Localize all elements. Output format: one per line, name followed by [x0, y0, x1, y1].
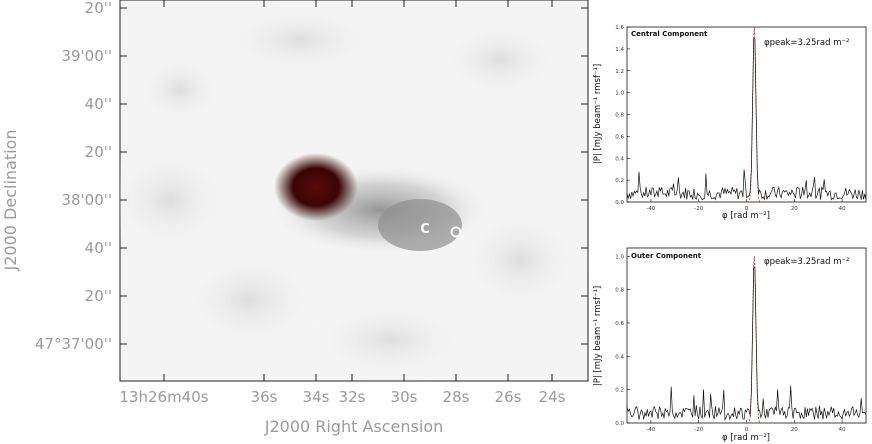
map-x-ticks: 13h26m40s 36s 34s 32s 30s 28s 26s 24s	[119, 388, 565, 406]
faraday-panel-outer: -40 -20 0 20 40 0.0 0.2 0.4 0.6 0.8 1.0 Outer Com…	[593, 247, 867, 443]
panel-title: Outer Component	[631, 252, 702, 260]
y-tick-label: 1.6	[615, 25, 624, 31]
x-tick-label: 34s	[303, 388, 330, 406]
map-frame: C	[119, 0, 589, 382]
y-tick-label: 1.2	[615, 69, 624, 75]
y-tick-label: 0.4	[615, 156, 624, 162]
rmsf-fit-curve	[747, 256, 762, 424]
x-tick-label: 20	[791, 206, 798, 212]
map-ticks	[120, 0, 588, 381]
x-tick-label: -40	[646, 427, 655, 433]
y-tick-label: 0.0	[615, 421, 624, 427]
y-tick-label: 0.2	[615, 388, 624, 394]
x-tick-label: 20	[791, 427, 798, 433]
y-tick-label: 0.8	[615, 288, 624, 294]
y-tick-label: 47°37'00''	[35, 335, 112, 353]
marker-c: C	[420, 222, 430, 237]
x-tick-label: 32s	[339, 388, 366, 406]
rmsf-fit-curve	[747, 26, 762, 203]
y-tick-label: 40''	[85, 239, 112, 257]
y-tick-label: 1.0	[615, 254, 624, 260]
x-tick-label: 24s	[539, 388, 566, 406]
x-tick-label: -20	[694, 206, 703, 212]
peak-annotation: φpeak=3.25rad m⁻²	[764, 38, 849, 48]
y-tick-label: 0.6	[615, 134, 624, 140]
panel-title: Central Component	[631, 30, 708, 38]
x-tick-label: 30s	[391, 388, 418, 406]
y-tick-label: 39'00''	[61, 47, 112, 65]
y-tick-label: 0.0	[615, 200, 624, 206]
x-tick-label: -20	[694, 427, 703, 433]
x-tick-label: 0	[745, 206, 749, 212]
x-tick-label: 13h26m40s	[119, 388, 208, 406]
x-tick-label: 28s	[443, 388, 470, 406]
y-tick-label: 0.6	[615, 321, 624, 327]
y-tick-label: 0.8	[615, 113, 624, 119]
y-tick-label: 40''	[85, 95, 112, 113]
peak-annotation: φpeak=3.25rad m⁻²	[764, 257, 849, 267]
x-tick-label: 26s	[495, 388, 522, 406]
y-tick-label: 38'00''	[61, 191, 112, 209]
outer-lobe	[378, 199, 462, 251]
y-tick-label: 20''	[85, 0, 112, 17]
panel-x-axis-title: φ [rad m⁻²]	[722, 433, 770, 443]
y-tick-label: 20''	[85, 143, 112, 161]
faraday-panel-central: -40 -20 0 20 40 0.00.20.40.60.81.01.21.41.6 …	[593, 25, 867, 221]
panel-frame	[626, 247, 867, 424]
map-y-axis-title: J2000 Declination	[1, 130, 20, 272]
marker-o	[450, 226, 462, 238]
x-tick-label: 40	[839, 206, 846, 212]
bright-lobe	[274, 153, 358, 221]
map-image: C	[120, 0, 588, 381]
faraday-spectrum-line	[626, 38, 867, 201]
x-tick-label: -40	[646, 206, 655, 212]
panel-y-axis-title: |P| [mJy beam⁻¹ rmsf⁻¹]	[593, 286, 603, 386]
panel-y-axis-title: |P| [mJy beam⁻¹ rmsf⁻¹]	[593, 64, 603, 164]
y-tick-label: 20''	[85, 287, 112, 305]
panel-x-tick-labels: -40 -20 0 20 40	[646, 427, 846, 433]
map-x-axis-title: J2000 Right Ascension	[264, 417, 444, 436]
y-tick-label: 1.4	[615, 47, 624, 53]
panel-x-tick-labels: -40 -20 0 20 40	[646, 206, 846, 212]
x-tick-label: 0	[745, 427, 749, 433]
panel-x-axis-title: φ [rad m⁻²]	[722, 211, 770, 221]
faraday-spectrum-line	[626, 267, 867, 422]
y-tick-label: 0.4	[615, 354, 624, 360]
y-tick-label: 0.2	[615, 178, 624, 184]
x-tick-label: 40	[839, 427, 846, 433]
panel-y-tick-labels: 0.0 0.2 0.4 0.6 0.8 1.0 1.2 1.4 1.6	[615, 25, 624, 206]
x-tick-label: 36s	[251, 388, 278, 406]
map-y-ticks: 20'' 39'00'' 40'' 20'' 38'00'' 40'' 20''…	[35, 0, 112, 353]
y-tick-label: 1.0	[615, 91, 624, 97]
panel-y-tick-labels: 0.0 0.2 0.4 0.6 0.8 1.0	[615, 254, 624, 427]
panel-ticks	[627, 26, 843, 203]
panel-frame	[626, 26, 867, 203]
panel-ticks	[627, 256, 843, 424]
